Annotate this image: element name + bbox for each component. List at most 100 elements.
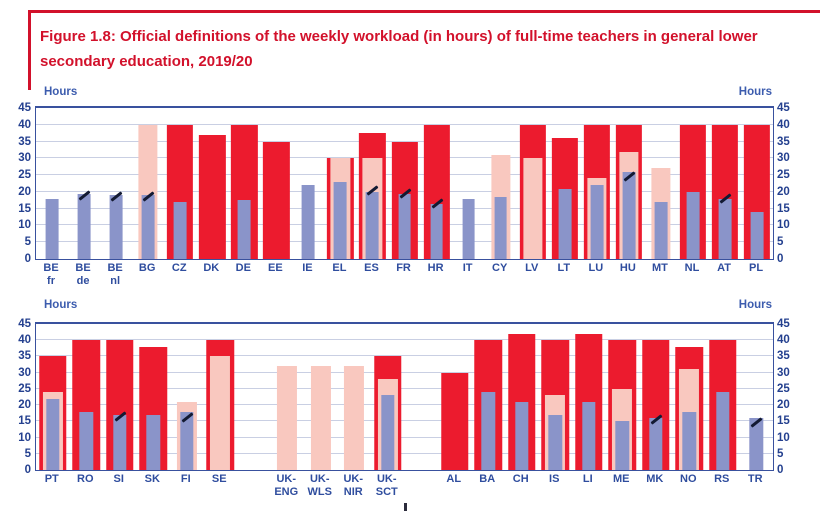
country-label-line: AL — [446, 473, 462, 485]
country-label-line: EL — [332, 262, 347, 274]
y-tick-label-left: 45 — [18, 318, 31, 330]
country-label: SK — [136, 473, 170, 498]
country-slot — [438, 324, 472, 470]
blue-bar — [686, 191, 700, 259]
country-label: LT — [548, 262, 580, 287]
blue-bar — [334, 181, 347, 259]
country-label: FI — [169, 473, 203, 498]
y-tick-label-left: 40 — [18, 334, 31, 347]
y-tick-label-left: 15 — [18, 202, 31, 215]
red-bar — [199, 134, 226, 259]
blue-bar — [77, 193, 91, 259]
country-label-line: DE — [235, 262, 251, 274]
x-axis-labels: PT RO SI SK FI SE UK- ENG UK- WLS UK- NIR UK- SCT AL BA… — [35, 473, 772, 498]
blue-bar — [366, 191, 379, 259]
country-label-line: NO — [680, 473, 697, 485]
pink-bar — [523, 158, 543, 259]
blue-bar — [146, 414, 160, 470]
country-label-line: IT — [462, 262, 473, 274]
plot-area: 45 45 40 40 35 35 30 30 25 25 20 20 15 15 10 10 5 5 0 0 — [18, 318, 790, 476]
country-label: BE fr — [35, 262, 67, 287]
gridline — [36, 420, 773, 422]
country-label: CZ — [163, 262, 195, 287]
country-label-line: BA — [479, 473, 496, 485]
country-label: BA — [471, 473, 505, 498]
country-slot — [389, 108, 421, 259]
y-tick-label-right: 15 — [777, 202, 790, 215]
country-label-line: UK- — [309, 473, 330, 485]
country-slot — [132, 108, 164, 259]
y-tick-label-right: 25 — [777, 382, 790, 395]
y-tick-label-left: 35 — [18, 350, 31, 363]
blue-bar — [109, 195, 123, 259]
country-label: CY — [484, 262, 516, 287]
country-slot — [36, 324, 70, 470]
country-label-line: BE — [75, 262, 91, 274]
hours-axis-label-right: Hours — [738, 299, 772, 311]
blue-bar — [430, 203, 443, 259]
country-slot — [70, 324, 104, 470]
y-tick-label-right: 10 — [777, 219, 790, 232]
blue-bar — [682, 411, 696, 470]
country-slot — [421, 108, 453, 259]
country-label-line: MT — [651, 262, 668, 274]
country-label: PL — [740, 262, 772, 287]
country-slot — [164, 108, 196, 259]
country-label: BE de — [67, 262, 99, 287]
gridline — [36, 404, 773, 406]
country-label-line: nl — [110, 274, 120, 287]
country-label: MK — [638, 473, 672, 498]
blue-bar — [615, 421, 629, 470]
pink-bar — [310, 366, 331, 470]
blue-bar — [141, 195, 155, 259]
country-label-line: LI — [582, 473, 593, 485]
country-slot — [338, 324, 372, 470]
hours-axis-label-right: Hours — [738, 86, 772, 98]
y-tick-label-right: 5 — [777, 236, 784, 249]
blue-bar — [590, 185, 604, 259]
country-label-line: CZ — [171, 262, 187, 274]
blue-bar — [301, 185, 315, 259]
gridlines-layer — [36, 324, 773, 470]
gridline — [36, 436, 773, 438]
country-label-line: CH — [512, 473, 529, 485]
y-tick-label-right: 25 — [777, 169, 790, 182]
y-tick-label-left: 30 — [18, 366, 31, 379]
country-slot — [539, 324, 573, 470]
country-slot — [639, 324, 673, 470]
country-label-line: IE — [302, 262, 313, 274]
country-label-line: PL — [749, 262, 764, 274]
country-slot — [709, 108, 741, 259]
blue-bar — [173, 201, 187, 259]
blue-bar — [398, 193, 411, 259]
country-label: PT — [35, 473, 69, 498]
country-label: ES — [355, 262, 387, 287]
country-label-line: BE — [43, 262, 59, 274]
country-label: IT — [452, 262, 484, 287]
y-tick-label-left: 5 — [24, 447, 31, 460]
country-label-line: SK — [144, 473, 160, 485]
y-tick-label-left: 0 — [24, 253, 31, 265]
red-bar — [441, 372, 469, 470]
blue-bar — [750, 212, 764, 259]
country-slot — [472, 324, 506, 470]
country-label: AL — [437, 473, 471, 498]
country-slot — [613, 108, 645, 259]
country-label: ME — [605, 473, 639, 498]
country-slot — [170, 324, 204, 470]
y-tick-label-left: 10 — [18, 431, 31, 444]
blue-bar — [654, 201, 668, 259]
y-tick-label-left: 45 — [18, 102, 31, 114]
country-label: RO — [69, 473, 103, 498]
blue-bar — [45, 198, 59, 259]
country-label: FR — [388, 262, 420, 287]
country-label-line: ME — [613, 473, 630, 485]
country-slot — [581, 108, 613, 259]
spacer-label — [236, 473, 270, 498]
blue-bar — [462, 198, 476, 259]
y-tick-label-left: 5 — [24, 236, 31, 249]
x-axis-labels: BE fr BE de BE nl BG CZ DK DE EE IE EL ES FR HR IT CY LV LT… — [35, 262, 772, 287]
country-slot — [606, 324, 640, 470]
